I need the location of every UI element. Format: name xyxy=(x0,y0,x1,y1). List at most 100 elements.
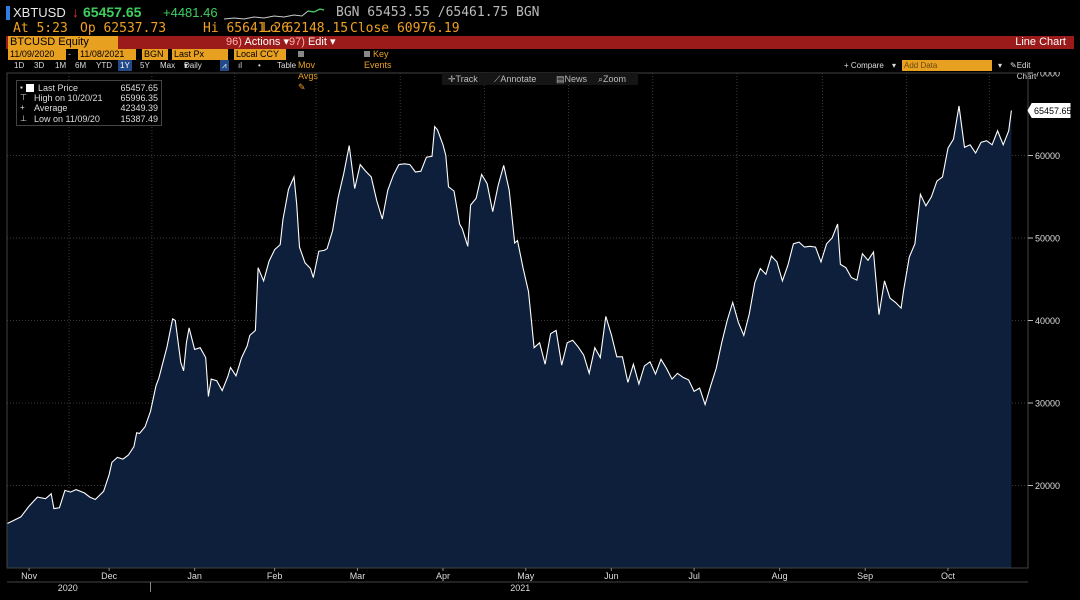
legend-last-value: 65457.65 xyxy=(120,83,158,93)
legend-last-label: Last Price xyxy=(38,83,79,93)
period-1m[interactable]: 1M xyxy=(55,61,67,70)
date-separator: - xyxy=(68,49,71,59)
y-tick-label: 60000 xyxy=(1035,151,1060,161)
x-tick-label: Jan xyxy=(187,571,202,581)
high-price: Hi 65641.26 xyxy=(203,21,290,36)
compare-button[interactable]: + Compare xyxy=(844,61,884,70)
x-tick-label: Mar xyxy=(350,571,366,581)
mov-avgs-label: Mov Avgs xyxy=(298,60,318,81)
end-date-field[interactable]: 11/08/2021 xyxy=(78,49,136,60)
last-price-callout-label: 65457.65 xyxy=(1034,106,1072,116)
period-1d[interactable]: 1D xyxy=(14,61,25,70)
period-max[interactable]: Max xyxy=(160,61,176,70)
last-price: 65457.65 xyxy=(83,4,142,20)
price-change: +4481.46 xyxy=(163,5,218,20)
y-tick-label: 70000 xyxy=(1035,72,1060,79)
x-tick-label: Jun xyxy=(604,571,619,581)
add-data-input[interactable]: Add Data xyxy=(902,60,992,71)
close-price: Close 60976.19 xyxy=(350,21,460,36)
period-3d[interactable]: 3D xyxy=(34,61,45,70)
period-5y[interactable]: 5Y xyxy=(140,61,150,70)
x-year-label: 2020 xyxy=(58,583,78,592)
frequency-select[interactable]: Daily ▾ xyxy=(184,61,202,70)
security-field[interactable]: BTCUSD Equity xyxy=(8,36,118,49)
high-marker-icon: ⊤ xyxy=(20,93,27,102)
y-tick-label: 20000 xyxy=(1035,481,1060,491)
open-price: Op 62537.73 xyxy=(80,21,167,36)
annotate-label: Annotate xyxy=(500,74,537,84)
pencil-icon: ✎ xyxy=(298,82,306,92)
price-field[interactable]: Last Px xyxy=(172,49,228,60)
key-events-label: Key Events xyxy=(364,49,392,70)
table-button[interactable]: Table xyxy=(277,61,297,70)
last-price-callout xyxy=(1027,102,1071,118)
start-date-field[interactable]: 11/09/2020 xyxy=(8,49,66,60)
chart-legend[interactable]: ▪ Last Price 65457.65 ⊤ High on 10/20/21… xyxy=(16,80,162,126)
x-tick-label: Apr xyxy=(436,571,450,581)
x-tick-label: Jul xyxy=(688,571,700,581)
chart-canvas[interactable]: 20000 30000 40000 50000 60000 70000 65457.65 No… xyxy=(6,69,1074,593)
command-bar: BTCUSD Equity 96) Actions ▾ 97) Edit ▾ L… xyxy=(6,36,1074,49)
currency-field[interactable]: Local CCY xyxy=(234,49,286,60)
ticker-marker xyxy=(6,6,10,20)
x-tick-label: Sep xyxy=(857,571,873,581)
x-tick-label: Feb xyxy=(267,571,283,581)
quote-time: At 5:23 xyxy=(13,21,68,36)
quote-header: XBTUSD ↓ 65457.65 +4481.46 BGN 65453.55 … xyxy=(0,4,1080,22)
legend-high: ⊤ High on 10/20/21 65996.35 xyxy=(20,93,160,103)
actions-menu[interactable]: 96) Actions ▾ xyxy=(226,36,289,49)
actions-label: Actions xyxy=(244,36,281,48)
period-6m[interactable]: 6M xyxy=(75,61,87,70)
zoom-tool[interactable]: ⌕ Zoom xyxy=(598,74,627,84)
legend-bullet-icon: ▪ xyxy=(20,83,23,92)
price-chart[interactable]: 20000 30000 40000 50000 60000 70000 65457.65 No… xyxy=(6,69,1074,593)
legend-last-price: ▪ Last Price 65457.65 xyxy=(20,83,160,93)
legend-high-label: High on 10/20/21 xyxy=(34,93,103,103)
track-tool[interactable]: ✛ Track xyxy=(448,74,478,84)
period-row: 1D 3D 1M 6M YTD 1Y 5Y Max Daily ▾ ⩘ ıl •… xyxy=(6,60,1074,81)
legend-low-label: Low on 11/09/20 xyxy=(34,114,100,124)
edit-label: Edit xyxy=(307,36,327,48)
bid-ask-quote: BGN 65453.55 /65461.75 BGN xyxy=(336,5,540,20)
period-ytd[interactable]: YTD xyxy=(96,61,112,70)
frequency-label: Daily xyxy=(184,61,202,70)
annotate-tool[interactable]: ⟋ Annotate xyxy=(494,74,537,84)
x-tick-label: Dec xyxy=(101,571,118,581)
legend-swatch xyxy=(26,84,34,92)
y-tick-label: 40000 xyxy=(1035,316,1060,326)
legend-high-value: 65996.35 xyxy=(120,93,158,103)
edit-chart-button[interactable]: ✎ Edit Chart xyxy=(1010,61,1037,81)
x-year-label: 2021 xyxy=(510,583,530,592)
legend-avg-label: Average xyxy=(34,103,68,113)
chart-style-icon[interactable]: ⩘ xyxy=(220,60,229,71)
news-tool[interactable]: ▤ News xyxy=(556,74,588,84)
checkbox-icon xyxy=(298,51,304,57)
mov-avgs-toggle[interactable]: Mov Avgs ✎ xyxy=(298,49,318,93)
key-events-toggle[interactable]: Key Events xyxy=(364,49,392,71)
x-tick-label: May xyxy=(517,571,535,581)
caret-down-icon: ▾ xyxy=(998,61,1003,70)
track-label: Track xyxy=(455,74,478,84)
actions-number: 96) xyxy=(226,36,242,48)
legend-low: ⊥ Low on 11/09/20 15387.49 xyxy=(20,114,160,124)
chart-type-title: Line Chart xyxy=(1015,36,1066,48)
low-price: Lo 62148.15 xyxy=(262,21,349,36)
ticker-symbol[interactable]: XBTUSD xyxy=(13,5,66,20)
edit-number: 97) xyxy=(289,36,305,48)
legend-average: + Average 42349.39 xyxy=(20,103,160,113)
caret-down-icon: ▾ xyxy=(892,61,897,70)
low-marker-icon: ⊥ xyxy=(20,114,27,123)
bar-style-icon[interactable]: ıl xyxy=(238,61,242,70)
x-tick-label: Oct xyxy=(941,571,956,581)
period-1y[interactable]: 1Y xyxy=(118,60,132,71)
checkbox-icon xyxy=(364,51,370,57)
edit-menu[interactable]: 97) Edit ▾ xyxy=(289,36,336,49)
more-options-icon[interactable]: • xyxy=(258,61,261,70)
source-field[interactable]: BGN xyxy=(142,49,168,60)
y-tick-label: 30000 xyxy=(1035,399,1060,409)
legend-avg-value: 42349.39 xyxy=(120,103,158,113)
edit-chart-label: Edit Chart xyxy=(1016,61,1037,81)
price-area xyxy=(7,106,1012,568)
news-label: News xyxy=(564,74,588,84)
y-tick-label: 50000 xyxy=(1035,234,1060,244)
